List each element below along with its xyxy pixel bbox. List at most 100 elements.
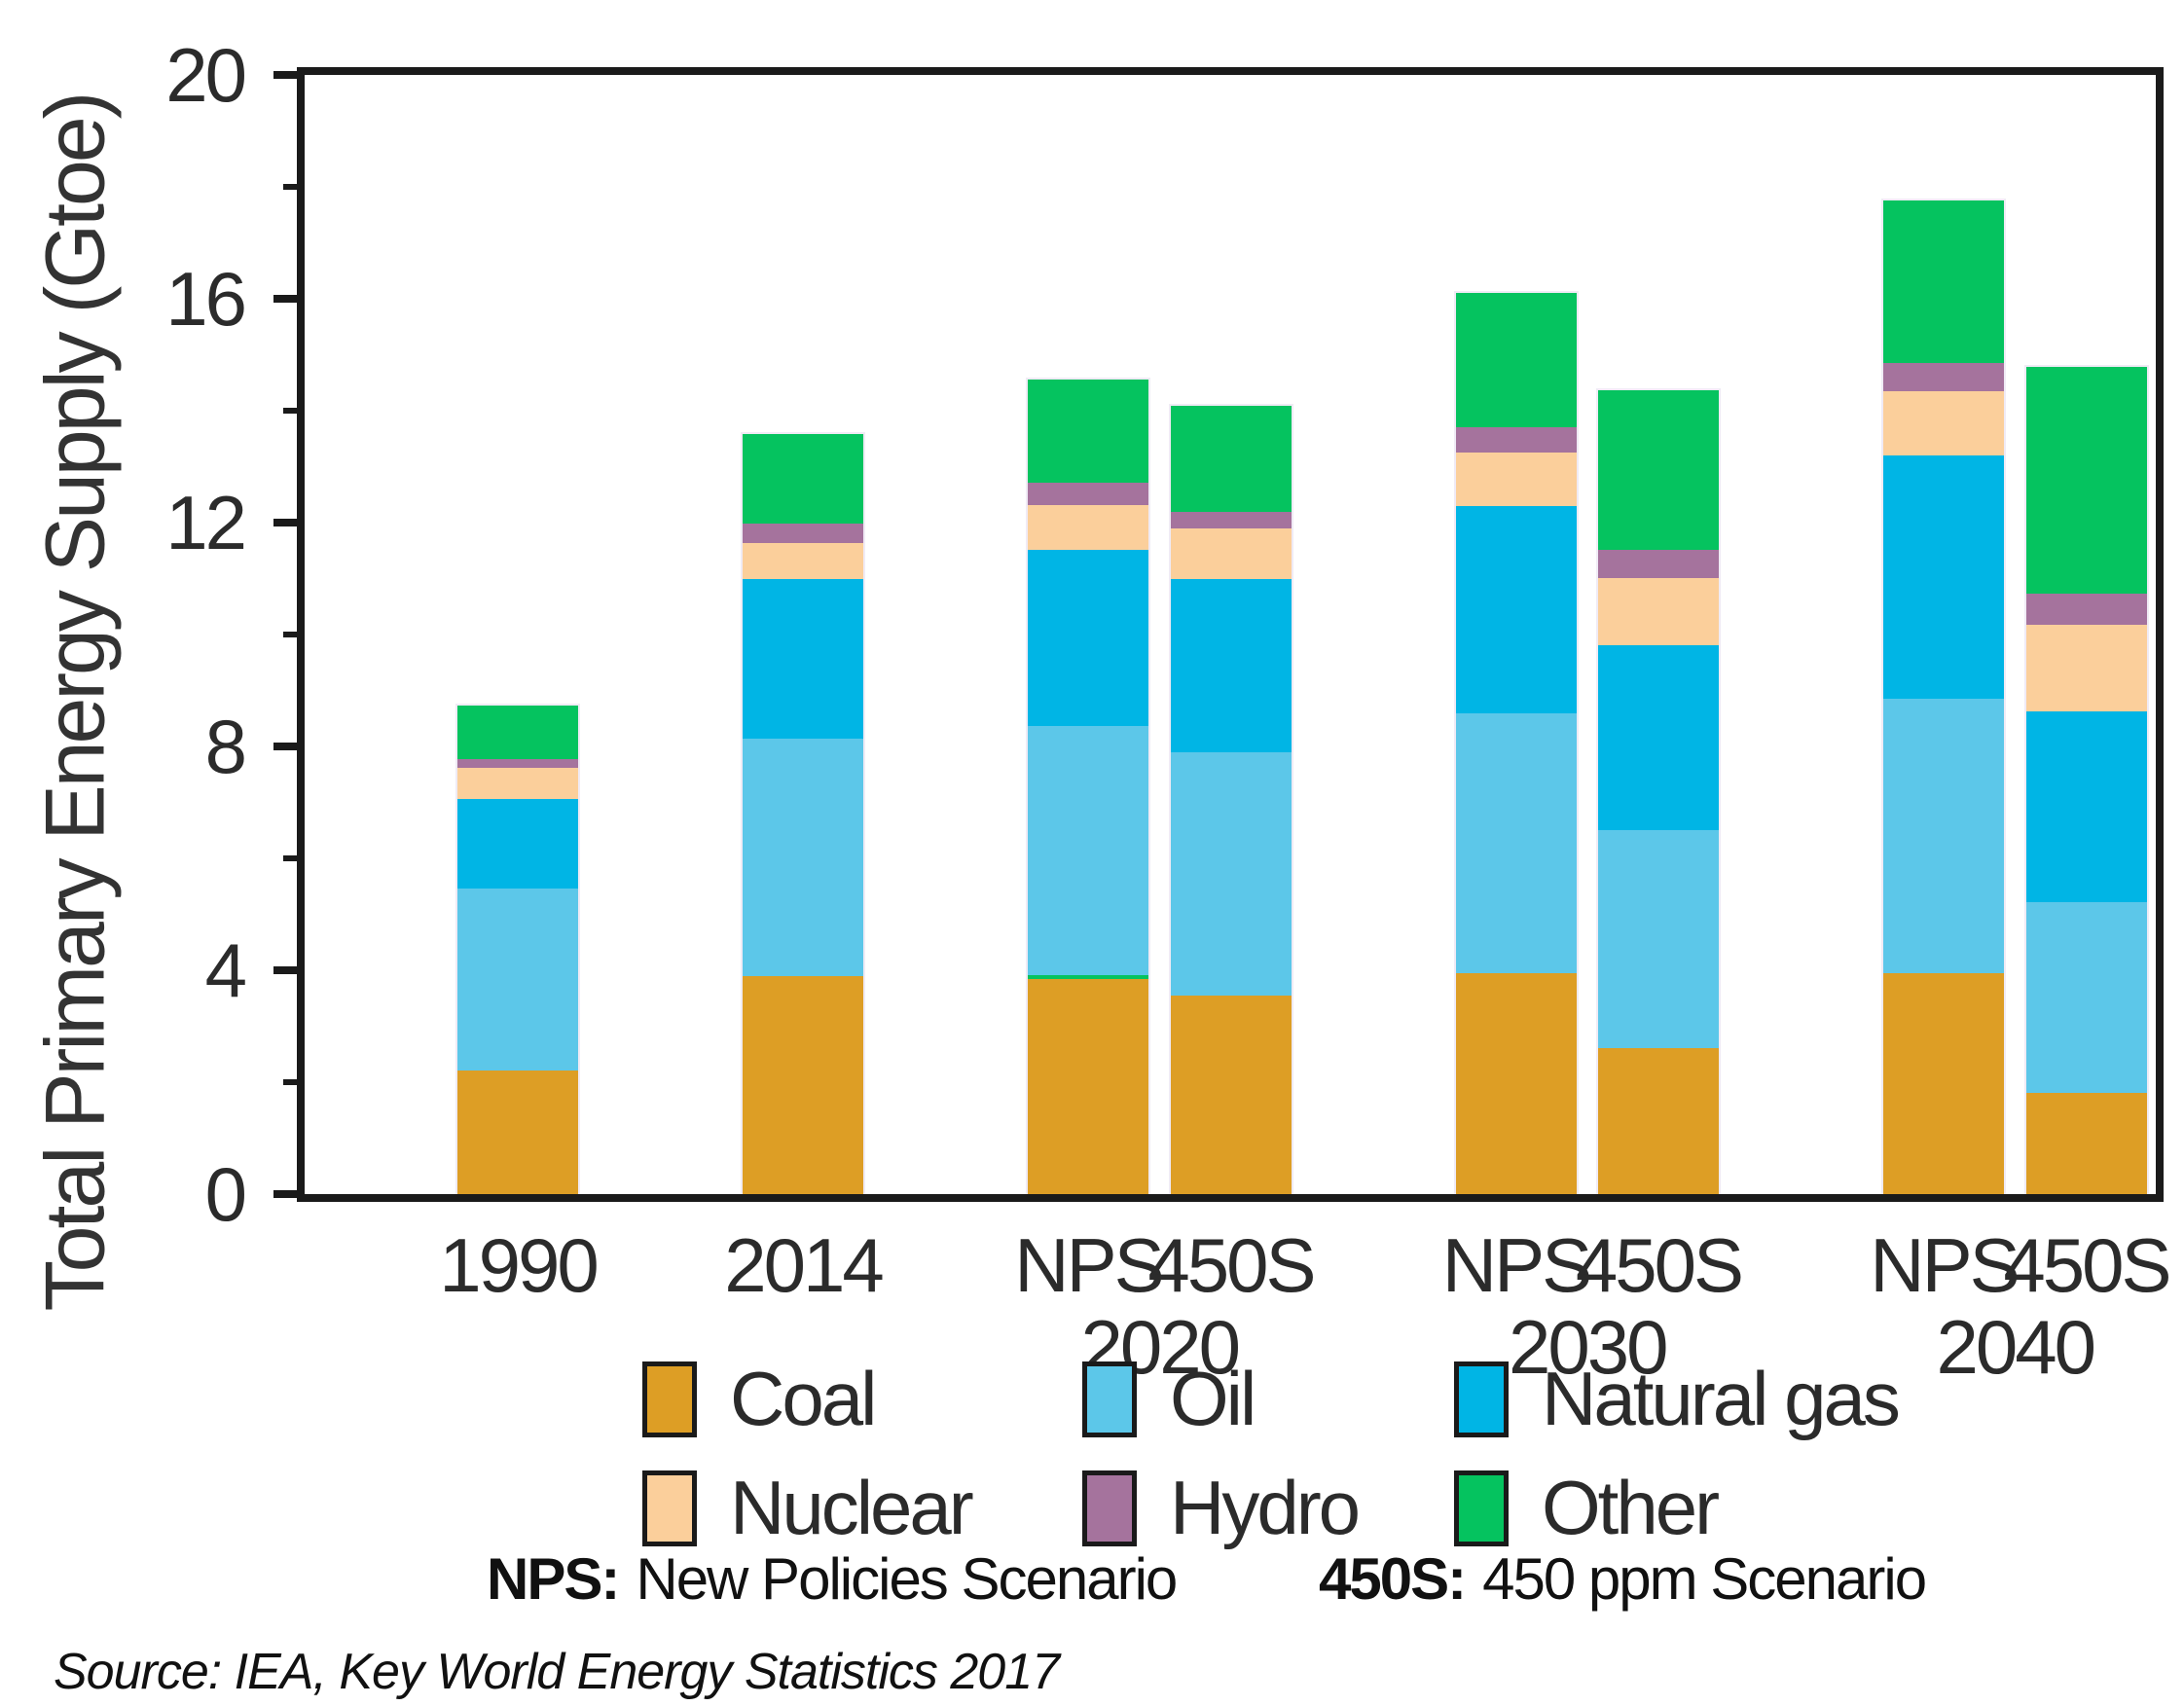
x-label-2040-450s: 450S bbox=[2003, 1222, 2171, 1308]
source-citation: Source: IEA, Key World Energy Statistics… bbox=[54, 1644, 1060, 1700]
legend-item-natural-gas: Natural gas bbox=[1454, 1355, 1901, 1443]
y-axis-tick-label: 0 bbox=[204, 1151, 247, 1237]
segment-nuclear bbox=[1598, 578, 1719, 645]
y-axis-major-tick bbox=[273, 519, 297, 526]
legend-label-nuclear: Nuclear bbox=[730, 1465, 974, 1550]
segment-hydro bbox=[1883, 363, 2004, 391]
segment-nuclear bbox=[1455, 453, 1577, 506]
y-axis-tick-label: 8 bbox=[204, 704, 247, 789]
bar-2030-nps bbox=[1453, 291, 1579, 1194]
legend-label-natural-gas: Natural gas bbox=[1542, 1356, 1901, 1441]
segment-other bbox=[457, 706, 578, 759]
scenario-note-450s: 450S: 450 ppm Scenario bbox=[1319, 1545, 1927, 1613]
x-label-2040-nps: NPS bbox=[1870, 1222, 2020, 1308]
legend-item-coal: Coal bbox=[642, 1355, 877, 1443]
y-axis-major-tick bbox=[273, 1190, 297, 1198]
segment-nuclear bbox=[457, 768, 578, 799]
segment-natural-gas bbox=[1455, 506, 1577, 713]
y-axis-minor-tick bbox=[283, 408, 297, 414]
y-axis-minor-tick bbox=[283, 184, 297, 190]
legend-swatch-natural-gas bbox=[1454, 1361, 1509, 1437]
y-axis-tick-label: 20 bbox=[165, 32, 247, 118]
legend-item-other: Other bbox=[1454, 1464, 1720, 1552]
y-axis-minor-tick bbox=[283, 632, 297, 637]
segment-nuclear bbox=[743, 543, 863, 579]
segment-coal bbox=[1170, 996, 1292, 1194]
y-axis-major-tick bbox=[273, 71, 297, 79]
artifact-green-line bbox=[1028, 975, 1148, 979]
segment-hydro bbox=[1598, 550, 1719, 578]
scenario-definition-450s: 450 ppm Scenario bbox=[1482, 1546, 1927, 1612]
segment-coal bbox=[2025, 1093, 2147, 1194]
segment-other bbox=[1170, 406, 1292, 512]
legend-item-nuclear: Nuclear bbox=[642, 1464, 974, 1552]
x-label-2030-nps: NPS bbox=[1441, 1222, 1592, 1308]
segment-natural-gas bbox=[1028, 550, 1148, 726]
bar-2020-nps bbox=[1026, 378, 1150, 1194]
segment-oil bbox=[2025, 902, 2147, 1093]
y-axis-minor-tick bbox=[283, 1079, 297, 1085]
legend-item-oil: Oil bbox=[1082, 1355, 1256, 1443]
segment-other bbox=[1883, 200, 2004, 363]
legend-swatch-coal bbox=[642, 1361, 697, 1437]
segment-coal bbox=[1598, 1048, 1719, 1194]
segment-nuclear bbox=[1170, 528, 1292, 579]
segment-other bbox=[1455, 293, 1577, 427]
x-label-2014: 2014 bbox=[724, 1222, 885, 1308]
legend-label-oil: Oil bbox=[1170, 1356, 1256, 1441]
segment-other bbox=[743, 434, 863, 524]
segment-nuclear bbox=[1883, 391, 2004, 455]
legend-label-other: Other bbox=[1542, 1465, 1720, 1550]
segment-natural-gas bbox=[2025, 711, 2147, 902]
segment-oil bbox=[457, 889, 578, 1071]
segment-oil bbox=[1170, 752, 1292, 996]
scenario-definition-nps: New Policies Scenario bbox=[636, 1546, 1178, 1612]
segment-oil bbox=[1883, 699, 2004, 973]
segment-natural-gas bbox=[1170, 579, 1292, 752]
segment-coal bbox=[1883, 973, 2004, 1194]
segment-oil bbox=[1598, 830, 1719, 1048]
segment-nuclear bbox=[1028, 505, 1148, 550]
segment-hydro bbox=[1455, 427, 1577, 453]
legend-label-hydro: Hydro bbox=[1170, 1465, 1361, 1550]
x-group-label-2040: 2040 bbox=[1936, 1304, 2096, 1390]
segment-coal bbox=[743, 976, 863, 1194]
legend-swatch-nuclear bbox=[642, 1470, 697, 1546]
bar-1990 bbox=[455, 704, 580, 1194]
segment-natural-gas bbox=[743, 579, 863, 739]
segment-coal bbox=[1455, 973, 1577, 1194]
segment-other bbox=[1028, 380, 1148, 483]
legend-swatch-oil bbox=[1082, 1361, 1137, 1437]
y-axis-tick-label: 12 bbox=[165, 480, 247, 565]
x-label-2020-nps: NPS bbox=[1014, 1222, 1164, 1308]
y-axis-tick-label: 4 bbox=[204, 927, 247, 1013]
legend-item-hydro: Hydro bbox=[1082, 1464, 1361, 1552]
y-axis-major-tick bbox=[273, 966, 297, 974]
segment-other bbox=[1598, 390, 1719, 550]
bar-2020-450s bbox=[1168, 404, 1293, 1194]
bar-2030-450s bbox=[1596, 388, 1721, 1194]
segment-hydro bbox=[457, 759, 578, 768]
bar-2040-450s bbox=[2023, 365, 2149, 1194]
y-axis-minor-tick bbox=[283, 855, 297, 861]
segment-coal bbox=[457, 1071, 578, 1194]
segment-hydro bbox=[1028, 483, 1148, 505]
scenario-abbr-450s: 450S: bbox=[1319, 1546, 1467, 1612]
x-group-label-2030: 2030 bbox=[1508, 1304, 1669, 1390]
x-label-2020-450s: 450S bbox=[1147, 1222, 1316, 1308]
legend-swatch-other bbox=[1454, 1470, 1509, 1546]
bar-2040-nps bbox=[1881, 199, 2006, 1194]
segment-other bbox=[2025, 367, 2147, 594]
y-axis-major-tick bbox=[273, 295, 297, 303]
legend-swatch-hydro bbox=[1082, 1470, 1137, 1546]
scenario-abbr-nps: NPS: bbox=[487, 1546, 620, 1612]
bar-2014 bbox=[741, 432, 865, 1194]
segment-oil bbox=[743, 739, 863, 976]
segment-oil bbox=[1455, 713, 1577, 973]
segment-nuclear bbox=[2025, 625, 2147, 711]
legend-label-coal: Coal bbox=[730, 1356, 877, 1441]
scenario-note-nps: NPS: New Policies Scenario bbox=[487, 1545, 1178, 1613]
plot-area: 0 4 8 12 16 20 1990 2014 NPS 450S 2020 NPS 450S 2030 N… bbox=[165, 32, 2171, 1390]
segment-oil bbox=[1028, 726, 1148, 975]
